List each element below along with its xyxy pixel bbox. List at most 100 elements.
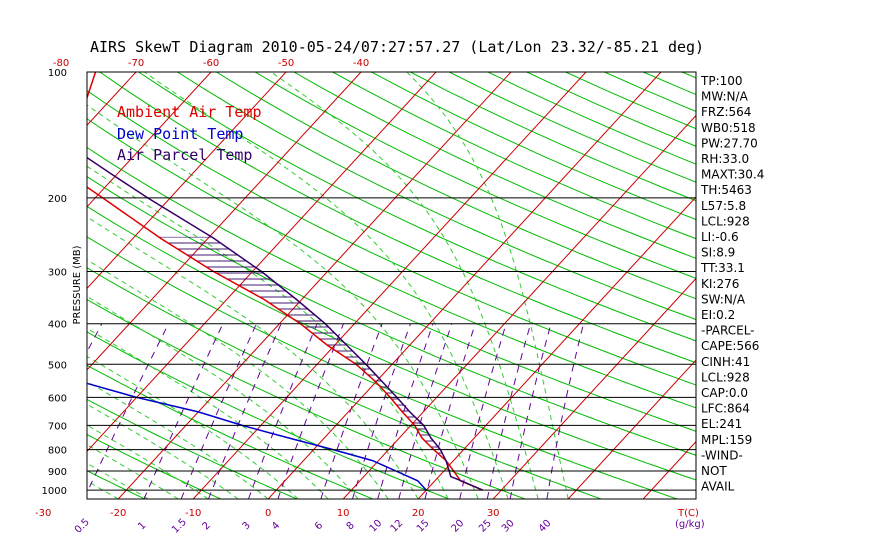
y-axis-label: PRESSURE (MB) [72,245,83,324]
moist-adiabat [87,104,479,499]
dry-adiabat [87,118,696,409]
mixing-ratio-label: 3 [241,520,253,532]
dry-adiabat [87,146,696,432]
moist-adiabat [87,295,359,499]
mixing-ratio-label: 10 [368,518,385,535]
grid-layer [0,72,696,499]
isotherm [567,359,696,499]
series-dewpoint-line [87,382,427,491]
moist-adiabat [406,72,569,499]
pressure-tick-label: 300 [48,268,67,279]
pressure-tick-label: 400 [48,320,67,331]
mixing-ratio-line [546,323,584,499]
dry-adiabat [487,72,696,165]
index-10: LI:-0.6 [701,230,739,244]
moist-adiabat [87,259,389,499]
mixing-ratio-line [248,323,318,499]
isotherm [492,277,696,499]
dry-adiabat [293,72,696,259]
chart-title: AIRS SkewT Diagram 2010-05-24/07:27:57.2… [90,38,704,56]
isotherm [87,72,362,371]
mixing-ratio-line [320,323,383,499]
moist-adiabat [144,72,509,499]
mixing-ratio-label: 25 [477,518,494,535]
temp-unit-label: T(C) [677,508,699,519]
plot-frame [86,71,697,500]
index-9: LCL:928 [701,214,750,228]
mixing-unit-label: (g/kg) [675,519,705,530]
top-temp-tick-label: -70 [128,58,144,69]
index-3: WB0:518 [701,121,756,135]
moist-adiabat [87,380,269,499]
mixing-ratio-label: 4 [270,520,282,532]
mixing-ratio-label: 20 [450,518,467,535]
dry-adiabat [216,72,696,300]
mixing-ratio-line [486,323,532,499]
index-11: SI:8.9 [701,246,735,260]
moist-adiabat [87,444,179,499]
mixing-ratio-line [424,323,476,499]
isotherm [417,196,696,499]
top-temp-tick-label: -40 [353,58,369,69]
pressure-tick-label: 1000 [42,486,67,497]
dry-adiabat [99,72,696,364]
index-6: MAXT:30.4 [701,168,764,182]
dry-adiabat [177,72,696,321]
index-24: -WIND- [701,448,743,462]
mixing-ratio-line [87,323,169,494]
index-2: FRZ:564 [701,105,751,119]
mixing-ratio-label: 6 [313,520,325,532]
dry-adiabat [410,72,696,202]
bottom-temp-tick-label: 10 [337,508,350,519]
pressure-tick-label: 200 [48,194,67,205]
mixing-ratio-line [180,323,257,499]
pressure-tick-label: 100 [48,68,67,79]
index-8: L57:5.8 [701,199,746,213]
moist-adiabat [87,216,419,499]
bottom-temp-tick-label: 30 [487,508,500,519]
dry-adiabat [138,72,696,342]
mixing-ratio-label: 30 [500,518,517,535]
index-25: NOT [701,464,727,478]
bottom-temp-tick-label: -30 [35,508,51,519]
isotherm [267,72,662,499]
legend-parcel: Air Parcel Temp [117,146,252,164]
index-23: MPL:159 [701,433,752,447]
moist-adiabat [87,480,119,499]
legend: Ambient Air Temp Dew Point Temp Air Parc… [117,103,262,164]
index-19: LCL:928 [701,370,750,384]
index-20: CAP:0.0 [701,386,748,400]
mixing-ratio-label: 15 [415,518,432,535]
dry-adiabat [87,89,696,386]
dry-adiabat [87,267,602,499]
isotherm [0,72,61,499]
index-14: SW:N/A [701,292,746,306]
mixing-ratio-label: 40 [537,518,554,535]
bottom-temp-tick-label: 20 [412,508,425,519]
index-16: -PARCEL- [701,324,755,338]
mixing-ratio-line [377,323,434,499]
mixing-ratio-line [459,323,507,499]
isotherm [87,72,137,127]
legend-ambient: Ambient Air Temp [117,103,262,121]
mixing-ratio-label: 1.5 [170,517,189,536]
moist-adiabat [87,424,209,499]
mixing-ratio-label: 2 [201,520,213,532]
index-4: PW:27.70 [701,136,758,150]
isotherm [192,72,587,499]
index-18: CINH:41 [701,355,750,369]
dry-adiabat [254,72,696,279]
isotherm [87,72,212,208]
index-12: TT:33.1 [700,261,745,275]
bottom-temp-tick-label: -20 [110,508,126,519]
bottom-temp-tick-label: -10 [185,508,201,519]
dry-adiabat [0,72,69,499]
isotherm [117,72,512,499]
mixing-ratio-label: 12 [389,518,406,535]
index-5: RH:33.0 [701,152,749,166]
moist-adiabat [87,355,299,499]
moist-adiabat [270,72,539,499]
dry-adiabat [87,364,374,499]
bottom-temp-tick-label: 0 [265,508,271,519]
